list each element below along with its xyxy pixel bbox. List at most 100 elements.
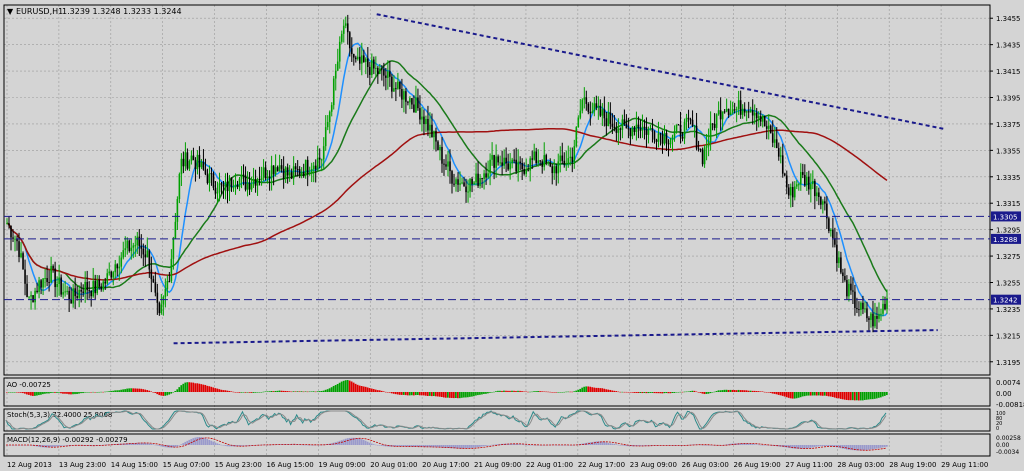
macd-bar — [533, 444, 535, 446]
macd-bar — [703, 444, 706, 446]
candle-body — [100, 286, 103, 290]
candle-body — [567, 158, 570, 164]
candle-body — [86, 281, 88, 291]
candle-body — [266, 176, 269, 179]
candle-body — [858, 309, 860, 311]
ao-bar — [883, 392, 886, 396]
macd-bar — [354, 437, 357, 445]
candle-body — [338, 41, 341, 62]
macd-bar — [757, 444, 760, 446]
ao-bar — [843, 392, 846, 400]
ao-bar — [875, 392, 878, 399]
macd-bar — [118, 443, 120, 445]
macd-bar — [503, 443, 505, 445]
trendlines[interactable] — [173, 13, 946, 345]
ao-bar — [70, 392, 72, 395]
candle-body — [236, 184, 239, 188]
ao-bar — [22, 392, 24, 394]
ao-bar — [609, 389, 612, 392]
candle-body — [569, 156, 572, 159]
ao-bar — [655, 392, 658, 394]
candle-body — [741, 108, 744, 115]
candle-body — [32, 295, 34, 303]
candle-body — [475, 173, 477, 183]
ao-bar — [795, 392, 798, 399]
price-tick-label: 1.3375 — [996, 121, 1021, 129]
candle-body — [28, 296, 30, 298]
macd-bar — [447, 445, 449, 448]
trendline[interactable] — [376, 13, 946, 131]
macd-bar — [408, 445, 411, 447]
ao-bar — [10, 392, 12, 393]
macd-bar — [330, 443, 333, 445]
ao-bar — [865, 392, 868, 400]
candle-body — [242, 174, 245, 176]
candle-body — [194, 160, 197, 170]
stoch-tick-label: 0 — [996, 426, 999, 432]
macd-bar — [246, 445, 249, 446]
candle-body — [487, 173, 489, 178]
candles[interactable] — [6, 14, 888, 333]
ao-bar — [98, 391, 100, 393]
macd-bar — [821, 445, 824, 447]
time-tick-label: 26 Aug 19:00 — [734, 461, 781, 469]
candle-body — [629, 128, 632, 137]
candle-body — [539, 160, 542, 162]
macd-bar — [841, 445, 844, 449]
candle-body — [657, 133, 660, 142]
trendline[interactable] — [173, 329, 938, 345]
macd-bar — [565, 444, 567, 446]
macd-bar — [487, 445, 489, 446]
ao-bar — [90, 392, 92, 393]
macd-bar — [244, 445, 247, 446]
candle-body — [739, 100, 742, 115]
ao-bar — [284, 390, 287, 392]
macd-bar — [318, 444, 321, 446]
candle-body — [709, 123, 712, 142]
horizontal-levels[interactable] — [4, 215, 990, 301]
macd-bar — [438, 445, 441, 448]
macd-bar — [420, 445, 423, 447]
ao-bar — [719, 390, 722, 392]
ao-bar — [288, 391, 291, 392]
ao-bar — [697, 392, 700, 393]
ao-bar — [779, 392, 782, 396]
ao-bar — [611, 390, 614, 392]
macd-bar — [631, 445, 634, 447]
ao-bar — [879, 392, 882, 398]
ao-bar — [246, 392, 249, 393]
candle-body — [88, 290, 90, 292]
ao-bar — [280, 390, 283, 392]
candle-body — [379, 68, 381, 74]
candle-body — [302, 171, 305, 176]
ao-bar — [142, 389, 145, 392]
ao-bar — [511, 390, 513, 392]
candle-body — [172, 238, 175, 259]
ao-bar — [58, 392, 60, 393]
macd-bar — [348, 437, 351, 445]
macd-bar — [491, 444, 493, 446]
ao-bar — [489, 392, 491, 393]
ao-bar — [507, 390, 509, 392]
candle-body — [270, 165, 273, 179]
macd-bar — [204, 438, 207, 445]
macd-bar — [635, 445, 638, 447]
ao-bar — [264, 391, 267, 392]
collapse-arrow-icon[interactable]: ▼ — [7, 7, 14, 16]
price-axis[interactable]: 1.3455 1.3435 1.3415 1.3395 1.3375 1.3355 1.33… — [990, 15, 1021, 367]
ao-bar — [54, 392, 56, 393]
ao-label: AO -0.00725 — [7, 381, 51, 389]
candle-body — [860, 302, 862, 310]
candle-body — [425, 118, 427, 125]
ao-bar — [254, 392, 257, 393]
candle-body — [469, 178, 471, 192]
macd-bar — [250, 445, 253, 446]
time-axis[interactable]: 12 Aug 2013 13 Aug 23:00 14 Aug 15:00 15 Au… — [7, 461, 988, 469]
candle-body — [806, 176, 808, 186]
ao-bar — [210, 386, 213, 392]
candle-body — [461, 182, 463, 184]
candle-body — [625, 123, 628, 129]
ohlc-values: 1.3239 1.3248 1.3233 1.3244 — [62, 7, 182, 16]
macd-bar — [166, 445, 169, 448]
